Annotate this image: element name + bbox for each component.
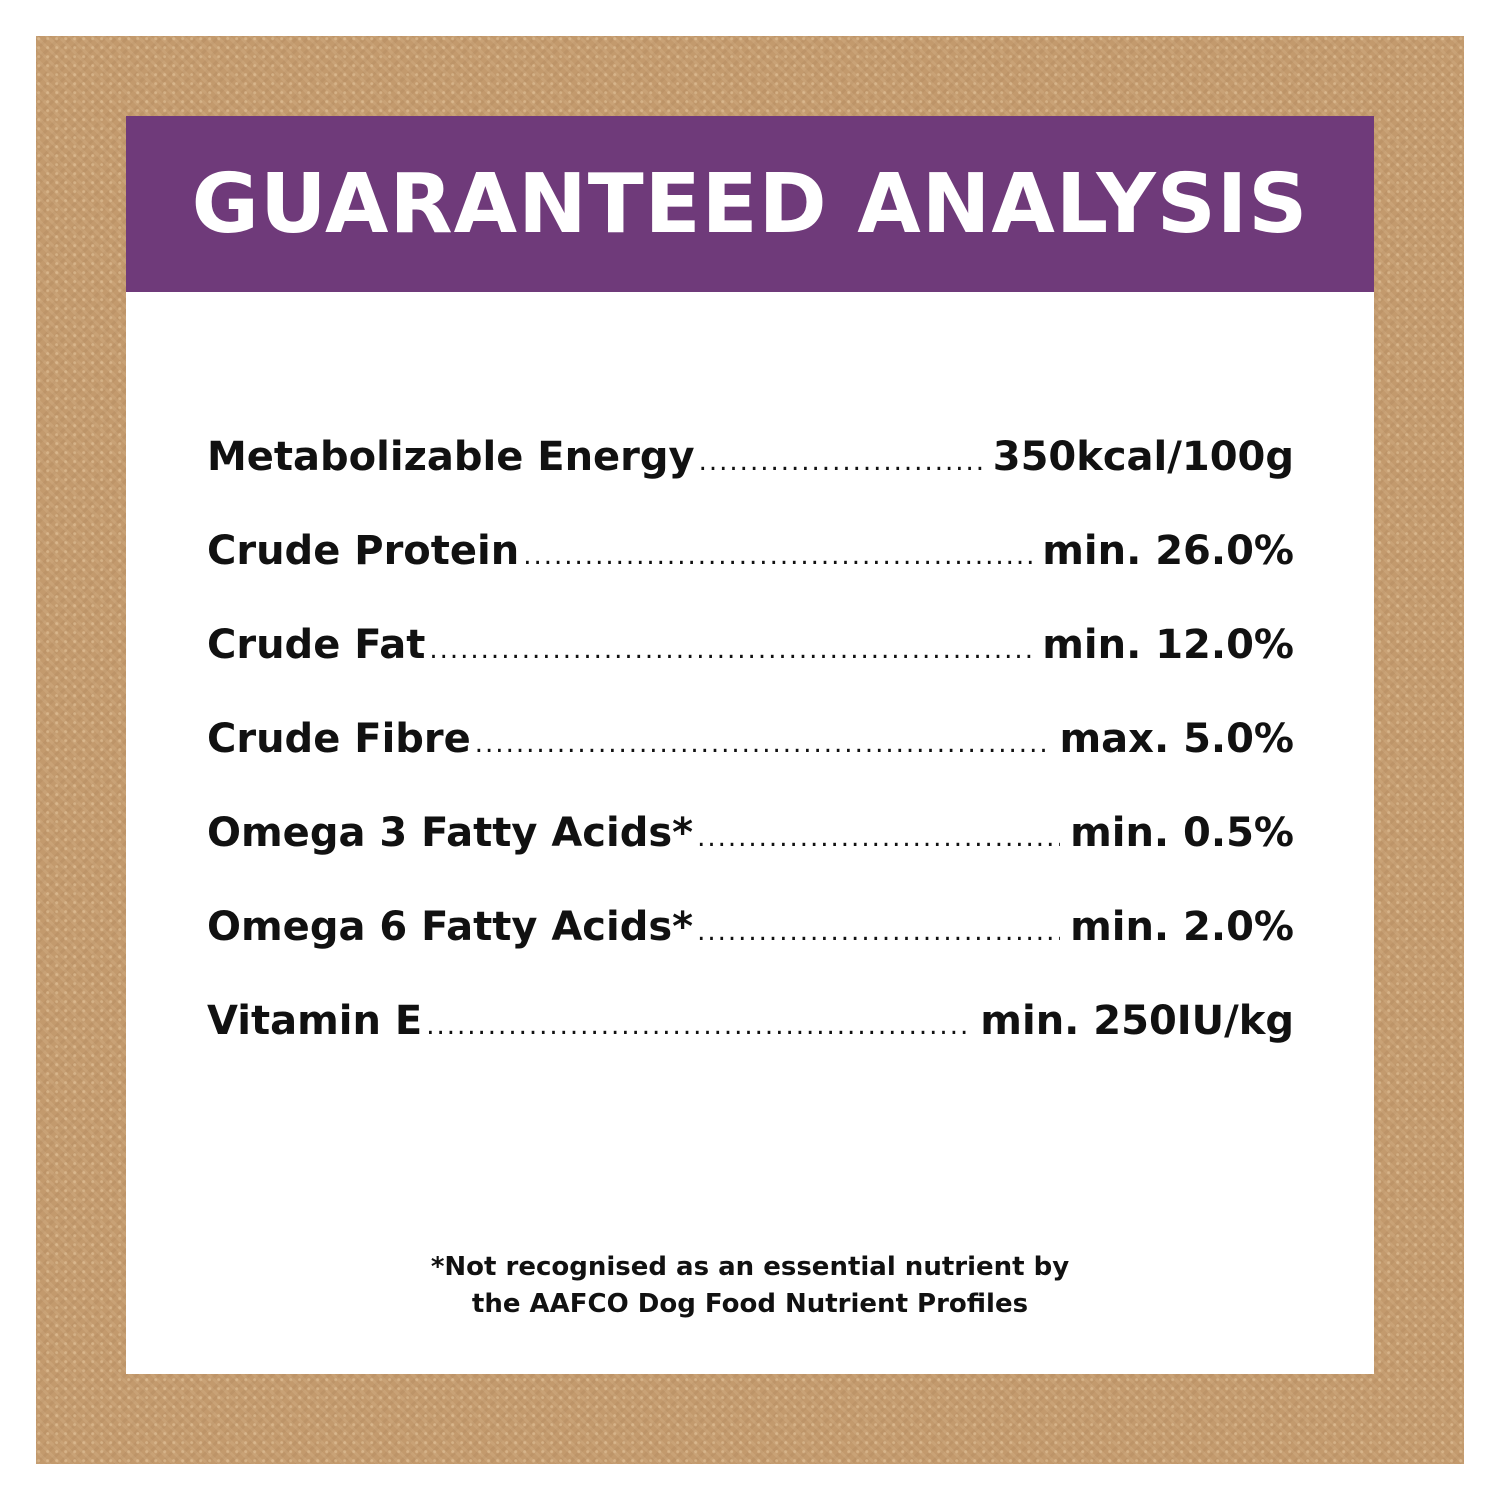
table-row: Crude Fat...............................…	[207, 622, 1294, 716]
row-value: min. 0.5%	[1070, 810, 1294, 856]
dot-leader: ........................................…	[697, 917, 1060, 947]
dot-leader: ........................................…	[426, 1011, 971, 1041]
dot-leader: ........................................…	[474, 729, 1050, 759]
dot-leader: ........................................…	[698, 447, 983, 477]
analysis-panel: GUARANTEED ANALYSIS Metabolizable Energy…	[126, 116, 1374, 1374]
footnote: *Not recognised as an essential nutrient…	[126, 1249, 1374, 1323]
row-value: min. 250IU/kg	[980, 998, 1294, 1044]
row-label: Crude Protein	[207, 528, 520, 574]
table-row: Vitamin E...............................…	[207, 998, 1294, 1092]
row-label: Omega 6 Fatty Acids*	[207, 904, 694, 950]
row-value: max. 5.0%	[1059, 716, 1294, 762]
dot-leader: ........................................…	[697, 823, 1060, 853]
dot-leader: ........................................…	[523, 541, 1032, 571]
footnote-line: the AAFCO Dog Food Nutrient Profiles	[471, 1289, 1029, 1319]
row-value: 350kcal/100g	[992, 434, 1294, 480]
header-banner: GUARANTEED ANALYSIS	[126, 116, 1374, 292]
table-row: Omega 3 Fatty Acids*....................…	[207, 810, 1294, 904]
table-row: Crude Protein...........................…	[207, 528, 1294, 622]
row-label: Crude Fat	[207, 622, 426, 668]
row-value: min. 26.0%	[1042, 528, 1294, 574]
row-label: Crude Fibre	[207, 716, 471, 762]
footnote-line: *Not recognised as an essential nutrient…	[430, 1252, 1070, 1282]
row-value: min. 2.0%	[1070, 904, 1294, 950]
row-label: Omega 3 Fatty Acids*	[207, 810, 694, 856]
row-value: min. 12.0%	[1042, 622, 1294, 668]
row-label: Vitamin E	[207, 998, 423, 1044]
table-row: Crude Fibre.............................…	[207, 716, 1294, 810]
row-label: Metabolizable Energy	[207, 434, 695, 480]
table-row: Omega 6 Fatty Acids*....................…	[207, 904, 1294, 998]
analysis-table: Metabolizable Energy....................…	[207, 434, 1294, 1092]
dot-leader: ........................................…	[429, 635, 1033, 665]
table-row: Metabolizable Energy....................…	[207, 434, 1294, 528]
page-title: GUARANTEED ANALYSIS	[191, 156, 1309, 252]
